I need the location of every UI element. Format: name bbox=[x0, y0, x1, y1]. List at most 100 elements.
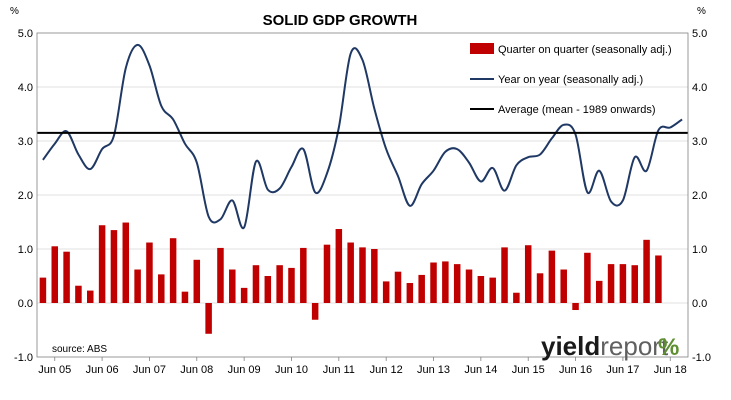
bar-qoq bbox=[252, 265, 260, 303]
bar-qoq bbox=[465, 269, 473, 303]
x-tick-label: Jun 13 bbox=[417, 364, 450, 376]
bar-qoq bbox=[181, 291, 189, 303]
bar-qoq bbox=[311, 303, 319, 320]
bar-qoq bbox=[63, 251, 70, 303]
legend-label-average: Average (mean - 1989 onwards) bbox=[498, 104, 656, 116]
bar-qoq bbox=[240, 287, 248, 303]
y-tick-label-left: 1.0 bbox=[18, 244, 33, 256]
bar-qoq bbox=[134, 269, 141, 303]
bar-qoq bbox=[335, 229, 343, 303]
bar-qoq bbox=[524, 245, 532, 303]
x-tick-label: Jun 10 bbox=[275, 364, 308, 376]
y-tick-label-left: 4.0 bbox=[18, 82, 33, 94]
bar-qoq bbox=[276, 265, 283, 303]
x-tick-label: Jun 15 bbox=[512, 364, 545, 376]
bar-qoq bbox=[217, 247, 224, 303]
bar-qoq bbox=[572, 303, 579, 311]
y-tick-label-right: -1.0 bbox=[692, 352, 711, 364]
legend-swatch-qoq bbox=[470, 43, 494, 54]
bar-qoq bbox=[631, 265, 638, 303]
bar-qoq bbox=[371, 249, 378, 303]
bar-qoq bbox=[394, 271, 402, 303]
bar-qoq bbox=[146, 242, 153, 303]
logo-text: yieldreport bbox=[541, 331, 669, 361]
x-tick-label: Jun 08 bbox=[180, 364, 213, 376]
x-tick-label: Jun 18 bbox=[654, 364, 687, 376]
chart-title: SOLID GDP GROWTH bbox=[263, 12, 418, 29]
bar-qoq bbox=[87, 290, 94, 303]
legend-label-qoq: Quarter on quarter (seasonally adj.) bbox=[498, 44, 672, 56]
bar-qoq bbox=[607, 264, 615, 303]
bar-qoq bbox=[430, 262, 437, 303]
y-tick-label-right: 0.0 bbox=[692, 298, 707, 310]
bar-qoq bbox=[300, 247, 307, 303]
bar-qoq bbox=[264, 276, 272, 303]
series-lines bbox=[37, 43, 688, 230]
bar-qoq bbox=[205, 303, 212, 334]
x-tick-label: Jun 05 bbox=[38, 364, 71, 376]
bar-qoq bbox=[560, 269, 567, 303]
bar-qoq bbox=[643, 239, 650, 303]
bar-qoq bbox=[453, 264, 461, 303]
line-yoy bbox=[42, 43, 683, 230]
bar-qoq bbox=[584, 252, 591, 303]
y-tick-label-left: 0.0 bbox=[18, 298, 33, 310]
y-tick-label-right: 5.0 bbox=[692, 28, 707, 40]
x-tick-label: Jun 06 bbox=[86, 364, 119, 376]
x-tick-label: Jun 16 bbox=[559, 364, 592, 376]
qoq-bars bbox=[39, 222, 662, 334]
y-tick-label-left: -1.0 bbox=[14, 352, 33, 364]
source-note: source: ABS bbox=[52, 344, 107, 355]
x-tick-label: Jun 17 bbox=[606, 364, 639, 376]
yieldreport-logo: yieldreport % bbox=[541, 331, 679, 361]
y-axis-left: 5.0 4.0 3.0 2.0 1.0 0.0 -1.0 bbox=[14, 28, 33, 364]
bar-qoq bbox=[595, 280, 603, 303]
bar-qoq bbox=[382, 281, 390, 303]
x-tick-label: Jun 09 bbox=[228, 364, 261, 376]
bar-qoq bbox=[442, 261, 449, 303]
bar-qoq bbox=[323, 244, 331, 303]
bar-qoq bbox=[347, 242, 354, 303]
bar-qoq bbox=[418, 274, 425, 303]
bar-qoq bbox=[122, 222, 130, 303]
legend-label-yoy: Year on year (seasonally adj.) bbox=[498, 74, 643, 86]
bar-qoq bbox=[477, 276, 485, 303]
plot-frame bbox=[36, 32, 689, 358]
y-tick-label-right: 3.0 bbox=[692, 136, 707, 148]
bar-qoq bbox=[98, 225, 106, 303]
bar-qoq bbox=[619, 264, 627, 303]
legend: Quarter on quarter (seasonally adj.) Yea… bbox=[470, 43, 672, 116]
bar-qoq bbox=[513, 292, 520, 303]
y-tick-label-right: 4.0 bbox=[692, 82, 707, 94]
y-tick-label-left: 5.0 bbox=[18, 28, 33, 40]
bar-qoq bbox=[288, 267, 295, 303]
bar-qoq bbox=[75, 285, 82, 303]
x-tick-label: Jun 12 bbox=[370, 364, 403, 376]
bar-qoq bbox=[110, 230, 118, 303]
y-axis-right: 5.0 4.0 3.0 2.0 1.0 0.0 -1.0 bbox=[692, 28, 711, 364]
bar-qoq bbox=[158, 274, 165, 303]
logo-percent-icon: % bbox=[658, 334, 679, 361]
bar-qoq bbox=[229, 269, 236, 303]
bar-qoq bbox=[655, 255, 662, 303]
bar-qoq bbox=[406, 283, 414, 303]
y-axis-unit-left: % bbox=[10, 6, 19, 17]
bar-qoq bbox=[489, 277, 496, 303]
x-tick-label: Jun 11 bbox=[323, 364, 355, 376]
y-tick-label-left: 2.0 bbox=[18, 190, 33, 202]
x-tick-label: Jun 07 bbox=[133, 364, 166, 376]
bar-qoq bbox=[51, 246, 59, 303]
y-tick-label-left: 3.0 bbox=[18, 136, 33, 148]
y-axis-unit-right: % bbox=[697, 6, 706, 17]
y-tick-label-right: 1.0 bbox=[692, 244, 707, 256]
bar-qoq bbox=[193, 259, 201, 303]
bar-qoq bbox=[359, 247, 366, 303]
x-axis: Jun 05 Jun 06 Jun 07 Jun 08 Jun 09 Jun 10 Jun … bbox=[38, 357, 687, 376]
bar-qoq bbox=[169, 238, 177, 303]
x-tick-label: Jun 14 bbox=[464, 364, 497, 376]
bar-qoq bbox=[39, 277, 47, 303]
bar-qoq bbox=[501, 247, 508, 303]
bar-qoq bbox=[536, 273, 544, 303]
y-tick-label-right: 2.0 bbox=[692, 190, 707, 202]
